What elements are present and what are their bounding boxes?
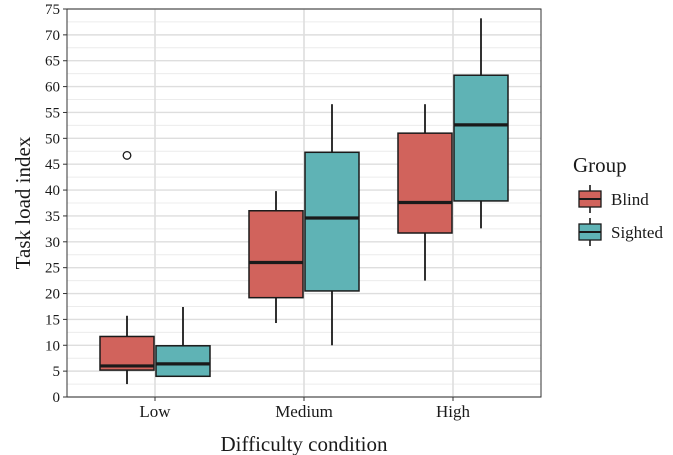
y-tick-label: 75 xyxy=(45,2,60,18)
legend-title: Group xyxy=(573,153,627,177)
y-tick-label: 25 xyxy=(45,261,60,277)
x-tick-label: High xyxy=(436,402,471,421)
y-tick-label: 60 xyxy=(45,80,60,96)
y-tick-label: 55 xyxy=(45,105,60,121)
y-tick-label: 10 xyxy=(45,338,60,354)
y-tick-label: 35 xyxy=(45,209,60,225)
x-tick-label: Medium xyxy=(275,402,333,421)
box-sighted-low xyxy=(155,306,211,378)
box-blind-high xyxy=(397,104,453,281)
y-tick-label: 5 xyxy=(53,364,61,380)
box-iqr xyxy=(304,151,360,292)
y-axis-title: Task load index xyxy=(11,136,35,269)
boxes xyxy=(99,18,509,385)
box-blind-low xyxy=(99,150,155,385)
legend-label-sighted: Sighted xyxy=(611,223,663,242)
box-sighted-medium xyxy=(304,104,360,346)
y-tick-label: 50 xyxy=(45,131,60,147)
box-sighted-high xyxy=(453,18,509,229)
outlier-point xyxy=(122,150,132,160)
legend: Group Blind Sighted xyxy=(573,153,663,246)
grid-lines xyxy=(67,8,541,398)
y-tick-label: 45 xyxy=(45,157,60,173)
box-iqr xyxy=(248,210,304,299)
y-tick-label: 30 xyxy=(45,235,60,251)
box-iqr xyxy=(453,74,509,202)
y-axis: 0 5 10 15 20 25 30 35 40 45 50 55 60 65 70 75 xyxy=(45,2,67,406)
y-tick-label: 20 xyxy=(45,287,60,303)
y-tick-label: 40 xyxy=(45,183,60,199)
y-tick-label: 65 xyxy=(45,54,60,70)
x-axis: Low Medium High xyxy=(139,397,471,421)
x-tick-label: Low xyxy=(139,402,171,421)
box-iqr xyxy=(397,132,453,234)
y-tick-label: 70 xyxy=(45,28,60,44)
y-tick-label: 15 xyxy=(45,312,60,328)
box-blind-medium xyxy=(248,191,304,324)
y-tick-label: 0 xyxy=(53,390,61,406)
x-axis-title: Difficulty condition xyxy=(220,432,388,455)
box-iqr xyxy=(155,345,211,378)
legend-label-blind: Blind xyxy=(611,190,649,209)
